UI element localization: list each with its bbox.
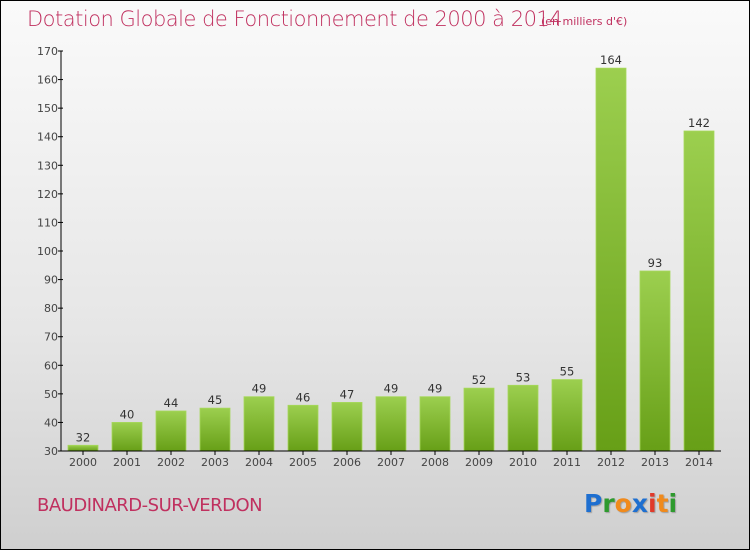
value-label-2001: 40 [120,407,135,421]
proxiti-logo[interactable]: Proxiti [584,489,677,518]
bar-2004 [243,396,275,452]
x-tick-label: 2002 [157,456,185,469]
value-label-2009: 52 [472,373,487,387]
value-label-2010: 53 [516,370,531,384]
bar-2006 [331,402,363,452]
bar-2007 [375,396,407,452]
x-tick-label: 2010 [509,456,537,469]
logo-letter: t [656,489,669,518]
x-tick-label: 2012 [597,456,625,469]
y-tick-label: 70 [44,331,58,344]
value-label-2000: 32 [76,430,91,444]
x-tick-label: 2004 [245,456,273,469]
x-tick-label: 2007 [377,456,405,469]
y-tick-label: 140 [37,131,58,144]
x-tick-label: 2000 [69,456,97,469]
y-tick-label: 30 [44,445,58,458]
value-label-2006: 47 [340,387,355,401]
y-tick-label: 160 [37,74,58,87]
value-label-2004: 49 [252,382,267,396]
x-tick-label: 2009 [465,456,493,469]
bar-2008 [419,396,451,452]
y-tick-label: 170 [37,45,58,58]
y-tick-label: 110 [37,216,58,229]
bar-2003 [199,407,231,452]
value-label-2003: 45 [208,393,223,407]
bar-2000 [67,444,99,452]
bar-2009 [463,387,495,452]
bar-2002 [155,410,187,452]
value-label-2005: 46 [296,390,311,404]
x-tick-label: 2001 [113,456,141,469]
x-tick-label: 2003 [201,456,229,469]
value-label-2012: 164 [600,53,622,67]
bar-2011 [551,379,583,452]
y-tick-label: 150 [37,102,58,115]
bar-2005 [287,404,319,452]
logo-letter: o [614,489,632,518]
value-label-2002: 44 [164,396,179,410]
value-label-2011: 55 [560,365,575,379]
logo-letter: i [648,489,657,518]
logo-letter: x [631,489,648,518]
x-tick-label: 2011 [553,456,581,469]
x-tick-label: 2008 [421,456,449,469]
y-tick-label: 60 [44,359,58,372]
bar-2012 [595,67,627,452]
y-tick-label: 100 [37,245,58,258]
commune-name: BAUDINARD-SUR-VERDON [37,495,263,516]
x-tick-label: 2014 [685,456,713,469]
logo-letter: i [668,489,678,518]
value-label-2007: 49 [384,382,399,396]
chart-unit-note: (en milliers d'€) [541,15,628,28]
bar-2010 [507,384,539,452]
x-tick-label: 2013 [641,456,669,469]
logo-letter: r [602,489,615,518]
y-tick-label: 80 [44,302,58,315]
y-tick-label: 130 [37,159,58,172]
logo-letter: P [584,489,603,518]
y-tick-label: 50 [44,388,58,401]
bar-2001 [111,422,143,452]
bar-2013 [639,270,671,452]
value-label-2014: 142 [688,116,710,130]
value-label-2008: 49 [428,382,443,396]
y-tick-label: 90 [44,274,58,287]
y-tick-label: 120 [37,188,58,201]
x-tick-label: 2005 [289,456,317,469]
bar-2014 [683,130,715,452]
x-tick-label: 2006 [333,456,361,469]
y-tick-label: 40 [44,416,58,429]
value-label-2013: 93 [648,256,663,270]
chart-title: Dotation Globale de Fonctionnement de 20… [27,7,563,31]
